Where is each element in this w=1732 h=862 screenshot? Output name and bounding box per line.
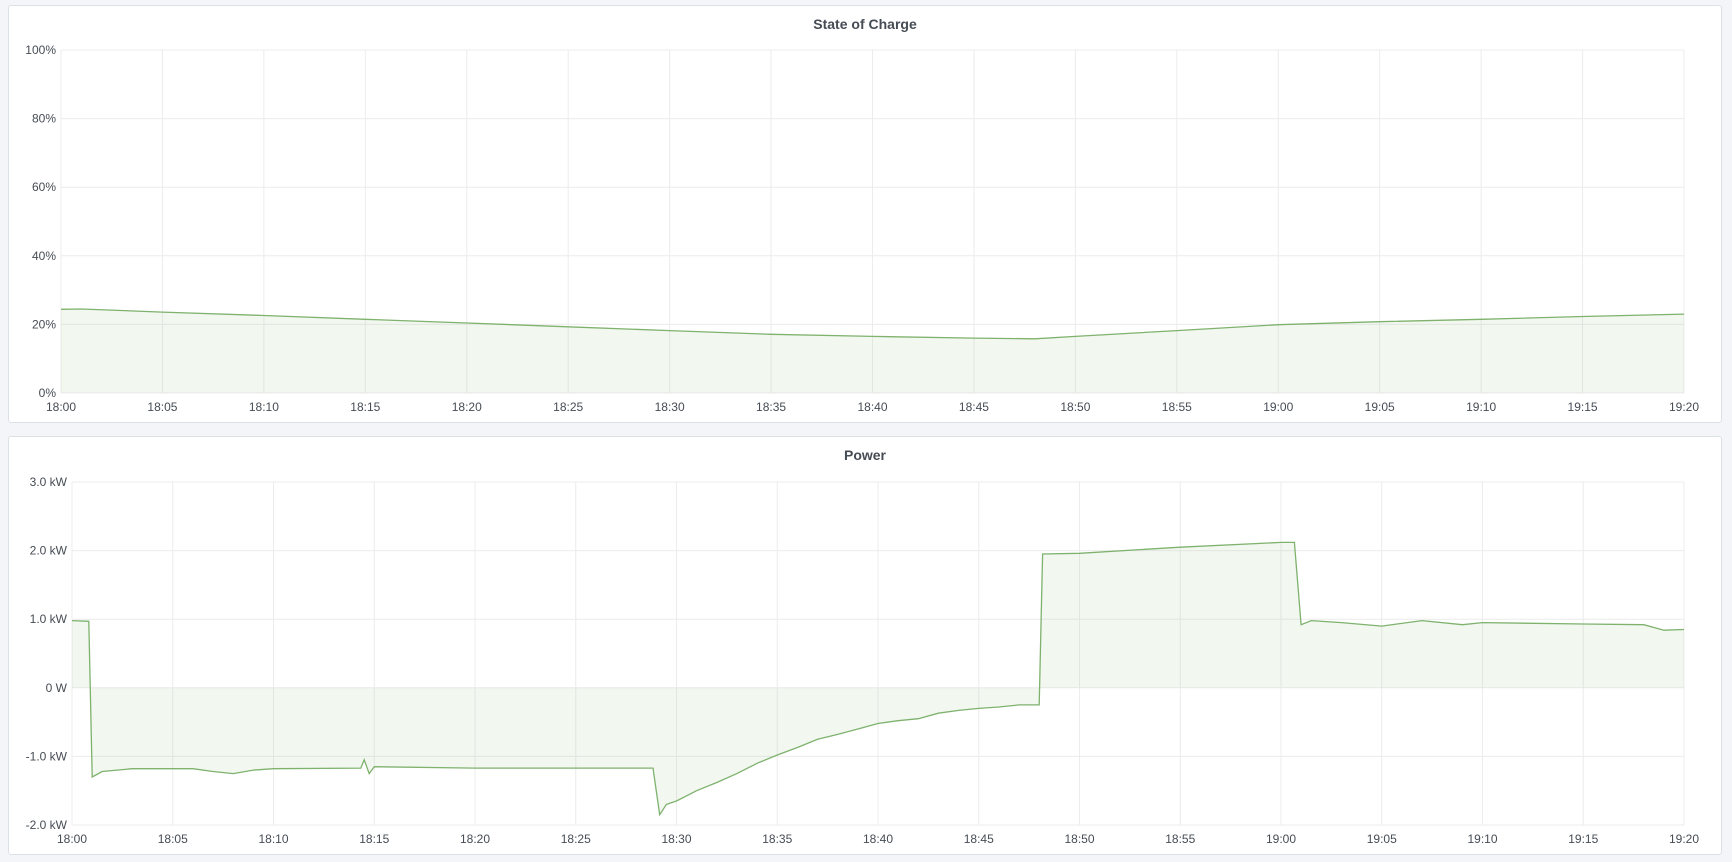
panel-title[interactable]: Power: [843, 447, 886, 463]
x-tick-label: 19:00: [1263, 400, 1293, 414]
x-tick-label: 19:10: [1466, 400, 1496, 414]
x-tick-label: 19:20: [1669, 832, 1699, 846]
y-tick-label: 60%: [32, 180, 56, 194]
state-of-charge-chart: 0% 20% 40% 60% 80% 100% 18:00 18:05 18:10 18:15 18…: [25, 43, 1699, 414]
x-tick-label: 18:00: [46, 400, 76, 414]
y-tick-label: -2.0 kW: [26, 818, 68, 832]
x-tick-label: 18:40: [863, 832, 893, 846]
x-tick-label: 18:05: [158, 832, 188, 846]
y-tick-label: 40%: [32, 249, 56, 263]
x-tick-label: 18:55: [1165, 832, 1195, 846]
y-tick-label: 1.0 kW: [30, 612, 68, 626]
series-line: [71, 541, 1685, 817]
y-tick-label: 0%: [39, 386, 57, 400]
x-tick-label: 18:25: [561, 832, 591, 846]
y-tick-label: 3.0 kW: [30, 475, 68, 489]
x-tick-label: 18:55: [1162, 400, 1192, 414]
x-tick-label: 18:35: [762, 832, 792, 846]
y-tick-label: 0 W: [46, 681, 68, 695]
panel-title[interactable]: State of Charge: [813, 16, 917, 32]
x-tick-label: 18:10: [258, 832, 288, 846]
x-tick-label: 18:45: [964, 832, 994, 846]
y-tick-label: 80%: [32, 112, 56, 126]
y-tick-label: 20%: [32, 317, 56, 331]
x-tick-label: 19:10: [1467, 832, 1497, 846]
x-tick-label: 18:50: [1064, 832, 1094, 846]
series-area: [72, 542, 1684, 815]
y-tick-label: -1.0 kW: [26, 749, 68, 763]
x-tick-label: 18:15: [350, 400, 380, 414]
x-tick-label: 19:20: [1669, 400, 1699, 414]
power-chart: -2.0 kW -1.0 kW 0 W 1.0 kW 2.0 kW 3.0 kW 18:00…: [26, 475, 1700, 846]
x-tick-label: 18:35: [756, 400, 786, 414]
power-panel: Power -2.0 kW -1.0 kW 0 W 1.0 kW 2.0 kW 3.0 k…: [8, 436, 1722, 855]
x-tick-label: 18:00: [57, 832, 87, 846]
x-tick-label: 19:15: [1568, 400, 1598, 414]
x-tick-label: 19:15: [1568, 832, 1598, 846]
x-tick-label: 19:00: [1266, 832, 1296, 846]
x-tick-label: 18:10: [249, 400, 279, 414]
x-tick-label: 18:45: [959, 400, 989, 414]
x-tick-label: 18:05: [147, 400, 177, 414]
series-line: [60, 308, 1685, 340]
y-tick-label: 2.0 kW: [30, 544, 68, 558]
x-tick-label: 18:20: [460, 832, 490, 846]
x-tick-label: 18:50: [1060, 400, 1090, 414]
x-tick-label: 18:15: [359, 832, 389, 846]
x-tick-label: 18:40: [857, 400, 887, 414]
x-tick-label: 18:30: [661, 832, 691, 846]
series-area: [61, 309, 1684, 393]
x-tick-label: 19:05: [1367, 832, 1397, 846]
x-tick-label: 18:25: [553, 400, 583, 414]
x-tick-label: 19:05: [1365, 400, 1395, 414]
x-tick-label: 18:30: [655, 400, 685, 414]
x-tick-label: 18:20: [452, 400, 482, 414]
state-of-charge-panel: State of Charge 0% 20% 40% 60% 80% 100% 18:00 1…: [8, 5, 1722, 423]
y-tick-label: 100%: [25, 43, 56, 57]
